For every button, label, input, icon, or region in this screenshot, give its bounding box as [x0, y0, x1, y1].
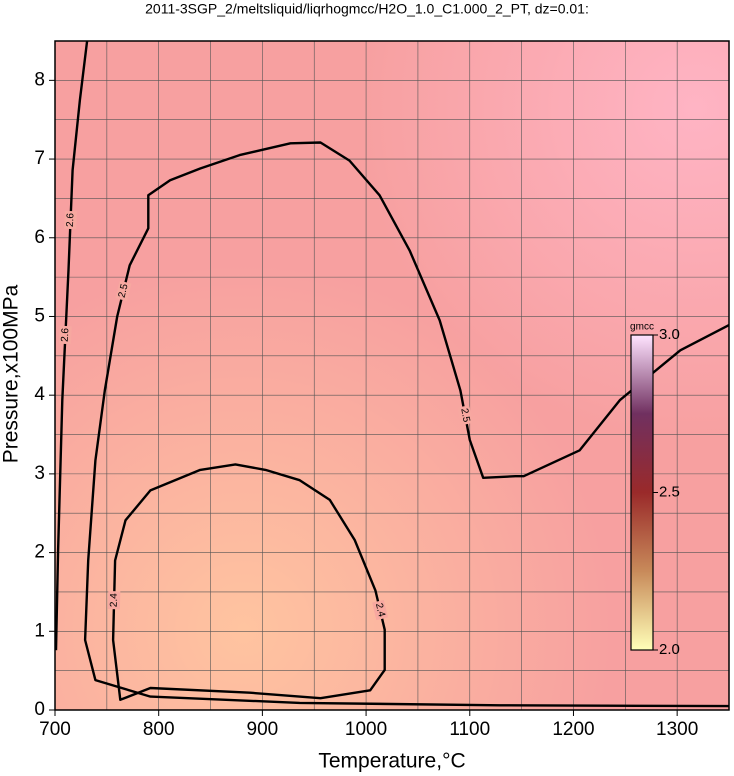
contour-line — [54, 40, 89, 651]
contour-label: 2.6 — [60, 327, 72, 342]
colorbar-label: gmcc — [630, 322, 654, 333]
y-tick-label: 2 — [34, 542, 45, 563]
contour-label-group: 2.6 — [64, 210, 77, 230]
y-tick-label: 1 — [34, 620, 45, 641]
y-tick-label: 4 — [34, 384, 45, 405]
contour-label-group: 2.4 — [372, 599, 388, 621]
x-axis-label: Temperature,°C — [318, 750, 465, 773]
x-tick-label: 900 — [247, 719, 279, 740]
y-tick-label: 3 — [34, 463, 45, 484]
contour-label-bg — [107, 591, 121, 610]
contour-label-group: 2.6 — [58, 325, 72, 345]
x-tick-label: 1200 — [552, 719, 594, 740]
contour-label: 2.6 — [65, 212, 77, 227]
colorbar-tick-label: 3.0 — [659, 326, 680, 343]
y-tick-label: 5 — [34, 305, 45, 326]
plot-shade — [55, 41, 729, 710]
x-tick-label: 1000 — [345, 719, 387, 740]
y-tick-label: 0 — [34, 699, 45, 720]
contour-label: 2.5 — [117, 282, 131, 299]
colorbar — [630, 334, 654, 651]
colorbar-tick-label: 2.5 — [659, 483, 680, 500]
contour-label: 2.4 — [373, 602, 387, 618]
contour-label-group: 2.5 — [115, 280, 132, 302]
contour-line — [83, 141, 730, 708]
x-tick-label: 700 — [39, 719, 71, 740]
plot-frame — [54, 40, 730, 711]
contour-line — [111, 463, 386, 701]
y-tick-label: 6 — [34, 227, 45, 248]
contour-label-bg — [372, 599, 388, 621]
contour-label-bg — [64, 210, 77, 230]
y-tick-label: 7 — [34, 148, 45, 169]
contour-label: 2.4 — [109, 593, 120, 608]
contour-label-bg — [457, 405, 473, 426]
x-tick-label: 800 — [143, 719, 175, 740]
contour-label-group: 2.4 — [107, 591, 121, 610]
x-tick-label: 1100 — [449, 719, 490, 740]
y-tick-label: 8 — [34, 69, 45, 90]
contour-label-bg — [58, 325, 72, 345]
contour-label-bg — [115, 280, 132, 302]
chart-title: 2011-3SGP_2/meltsliquid/liqrhogmcc/H2O_1… — [145, 1, 589, 17]
y-axis-label: Pressure,x100MPa — [0, 284, 23, 463]
x-tick-label: 1300 — [656, 719, 698, 740]
colorbar-tick-label: 2.0 — [659, 641, 680, 658]
contour-label: 2.5 — [458, 407, 471, 423]
contour-label-group: 2.5 — [457, 405, 473, 426]
